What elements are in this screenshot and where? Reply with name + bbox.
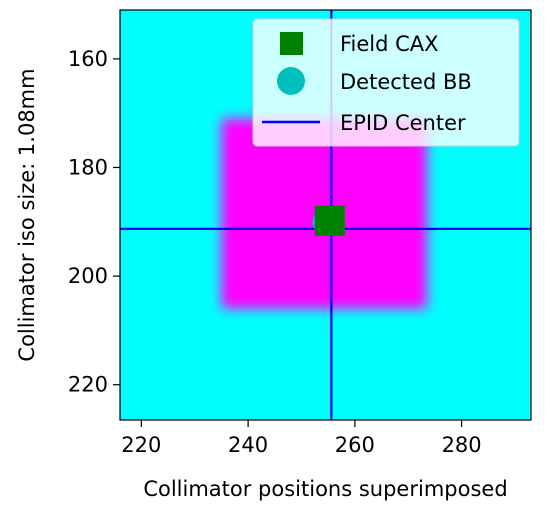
x-tick-label: 220 xyxy=(121,433,161,457)
legend-detected-bb-swatch xyxy=(277,67,305,95)
y-tick-label: 160 xyxy=(68,47,108,71)
x-tick-label: 280 xyxy=(442,433,482,457)
y-tick-label: 200 xyxy=(68,264,108,288)
legend: Field CAX Detected BB EPID Center xyxy=(252,18,520,147)
legend-field-cax-swatch xyxy=(280,32,303,55)
x-tick-label: 260 xyxy=(335,433,375,457)
y-tick-label: 220 xyxy=(68,373,108,397)
y-axis-label: Collimator iso size: 1.08mm xyxy=(15,68,39,361)
field-cax-marker xyxy=(314,205,345,236)
legend-field-cax-label: Field CAX xyxy=(340,32,439,56)
y-axis: 160 180 200 220 xyxy=(68,47,120,397)
legend-detected-bb-label: Detected BB xyxy=(340,70,472,94)
x-axis: 220 240 260 280 xyxy=(121,420,482,457)
plot-frame xyxy=(119,9,532,421)
x-tick-label: 240 xyxy=(228,433,268,457)
legend-box xyxy=(252,18,520,147)
legend-epid-center-label: EPID Center xyxy=(340,111,466,135)
x-axis-label: Collimator positions superimposed xyxy=(143,477,507,501)
y-tick-label: 180 xyxy=(68,155,108,179)
